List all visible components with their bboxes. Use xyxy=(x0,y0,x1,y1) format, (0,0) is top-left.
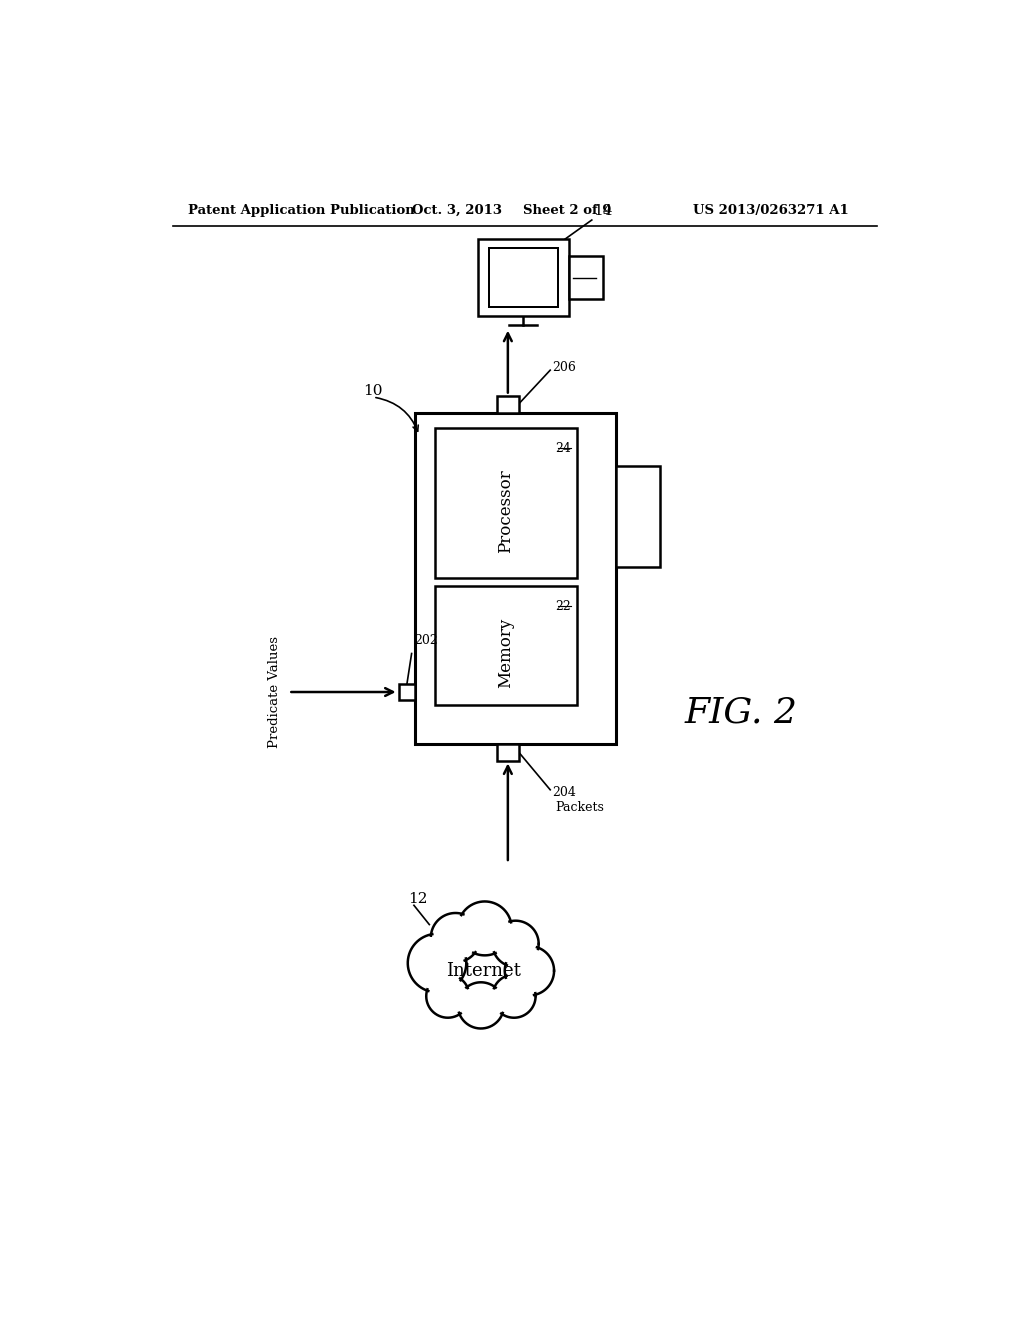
Circle shape xyxy=(458,902,512,956)
Bar xyxy=(398,684,416,701)
Bar xyxy=(497,396,518,412)
Bar xyxy=(568,256,603,300)
Text: Memory: Memory xyxy=(498,618,514,688)
Bar xyxy=(416,412,615,743)
Bar xyxy=(615,466,660,566)
Text: FIG. 2: FIG. 2 xyxy=(685,696,798,730)
Circle shape xyxy=(431,913,480,962)
Text: Patent Application Publication: Patent Application Publication xyxy=(188,205,415,218)
Polygon shape xyxy=(408,902,554,1028)
Text: 22: 22 xyxy=(555,599,571,612)
Bar xyxy=(497,743,518,760)
Text: US 2013/0263271 A1: US 2013/0263271 A1 xyxy=(692,205,849,218)
Circle shape xyxy=(426,974,469,1018)
Bar xyxy=(435,586,578,705)
Text: 202: 202 xyxy=(414,635,437,647)
Text: 10: 10 xyxy=(364,384,383,397)
Circle shape xyxy=(458,982,504,1028)
Text: Processor: Processor xyxy=(498,469,514,553)
Text: Internet: Internet xyxy=(445,962,520,979)
Text: 24: 24 xyxy=(555,442,571,455)
Text: Sheet 2 of 9: Sheet 2 of 9 xyxy=(523,205,611,218)
Text: 12: 12 xyxy=(408,892,427,906)
Bar xyxy=(478,239,568,317)
Text: Packets: Packets xyxy=(556,801,604,814)
Circle shape xyxy=(505,946,554,995)
Text: 206: 206 xyxy=(553,362,577,375)
Bar xyxy=(435,428,578,578)
Circle shape xyxy=(493,974,536,1018)
Text: Oct. 3, 2013: Oct. 3, 2013 xyxy=(412,205,502,218)
Text: 14: 14 xyxy=(593,203,612,218)
Text: 204: 204 xyxy=(553,785,577,799)
Circle shape xyxy=(408,933,466,993)
Text: Predicate Values: Predicate Values xyxy=(267,636,281,748)
Bar xyxy=(488,248,558,308)
Circle shape xyxy=(493,921,539,966)
